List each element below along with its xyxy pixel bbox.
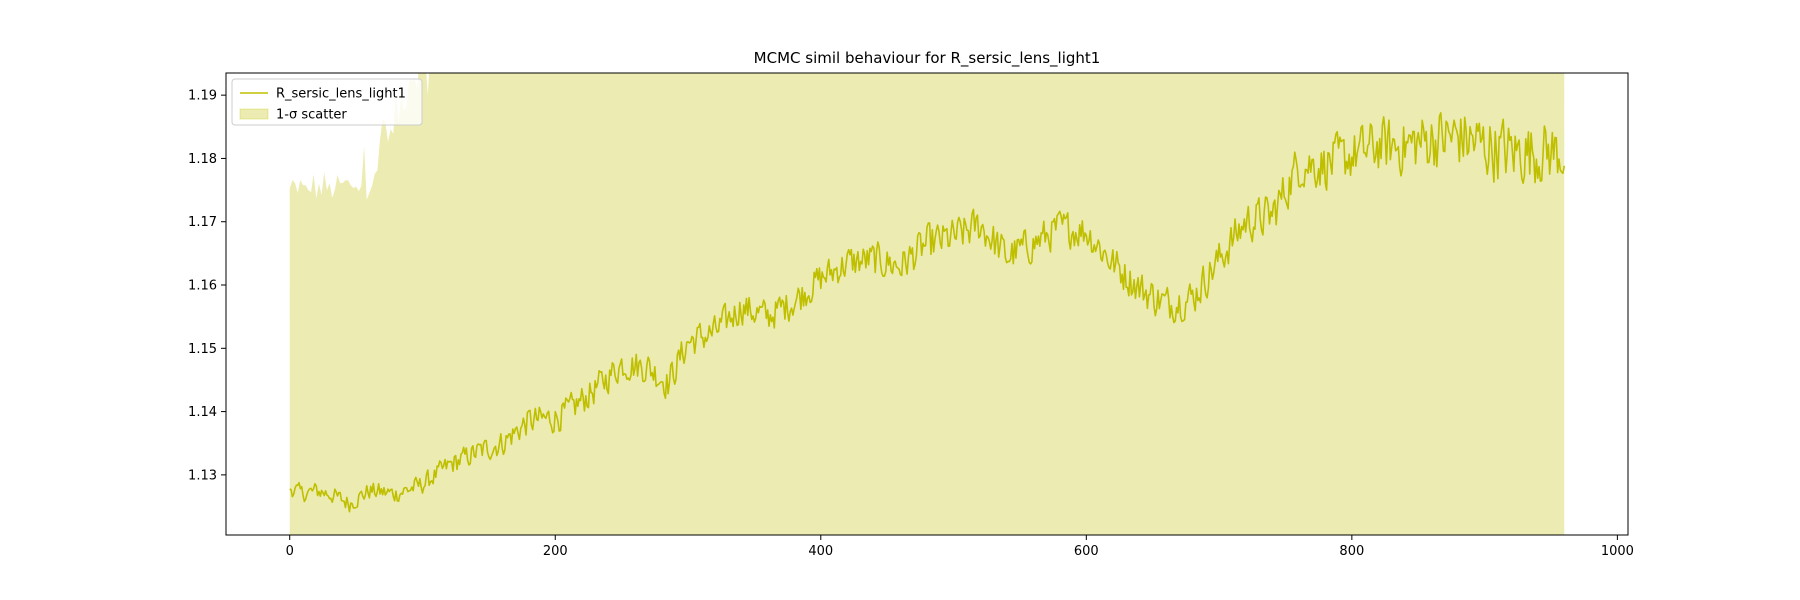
y-tick-label: 1.15	[188, 342, 217, 357]
y-tick-label: 1.18	[188, 152, 217, 167]
y-tick-label: 1.13	[188, 468, 217, 483]
x-tick-label: 800	[1339, 544, 1364, 559]
x-tick-label: 400	[808, 544, 833, 559]
plot-area	[289, 73, 1566, 535]
axes: 0 200 400 600 800 1000 1.13 1.14 1.15 1.16 1.17 1.1…	[188, 72, 1634, 559]
legend: R_sersic_lens_light1 1-σ scatter	[231, 78, 423, 126]
y-tick-label: 1.14	[188, 405, 217, 420]
x-tick-label: 200	[543, 544, 568, 559]
x-tick-label: 600	[1074, 544, 1099, 559]
chart-title: MCMC simil behaviour for R_sersic_lens_l…	[754, 49, 1101, 68]
scatter-band	[289, 73, 1565, 535]
y-tick-label: 1.16	[188, 279, 217, 294]
legend-label: R_sersic_lens_light1	[276, 87, 406, 102]
legend-label: 1-σ scatter	[276, 108, 347, 123]
legend-band-swatch	[239, 108, 269, 120]
y-tick-label: 1.19	[188, 89, 217, 104]
series-line	[289, 112, 1566, 513]
legend-box	[231, 78, 423, 126]
x-tick-label: 0	[286, 544, 294, 559]
y-tick-label: 1.17	[188, 215, 217, 230]
x-tick-label: 1000	[1601, 544, 1634, 559]
axes-frame	[225, 72, 1629, 536]
